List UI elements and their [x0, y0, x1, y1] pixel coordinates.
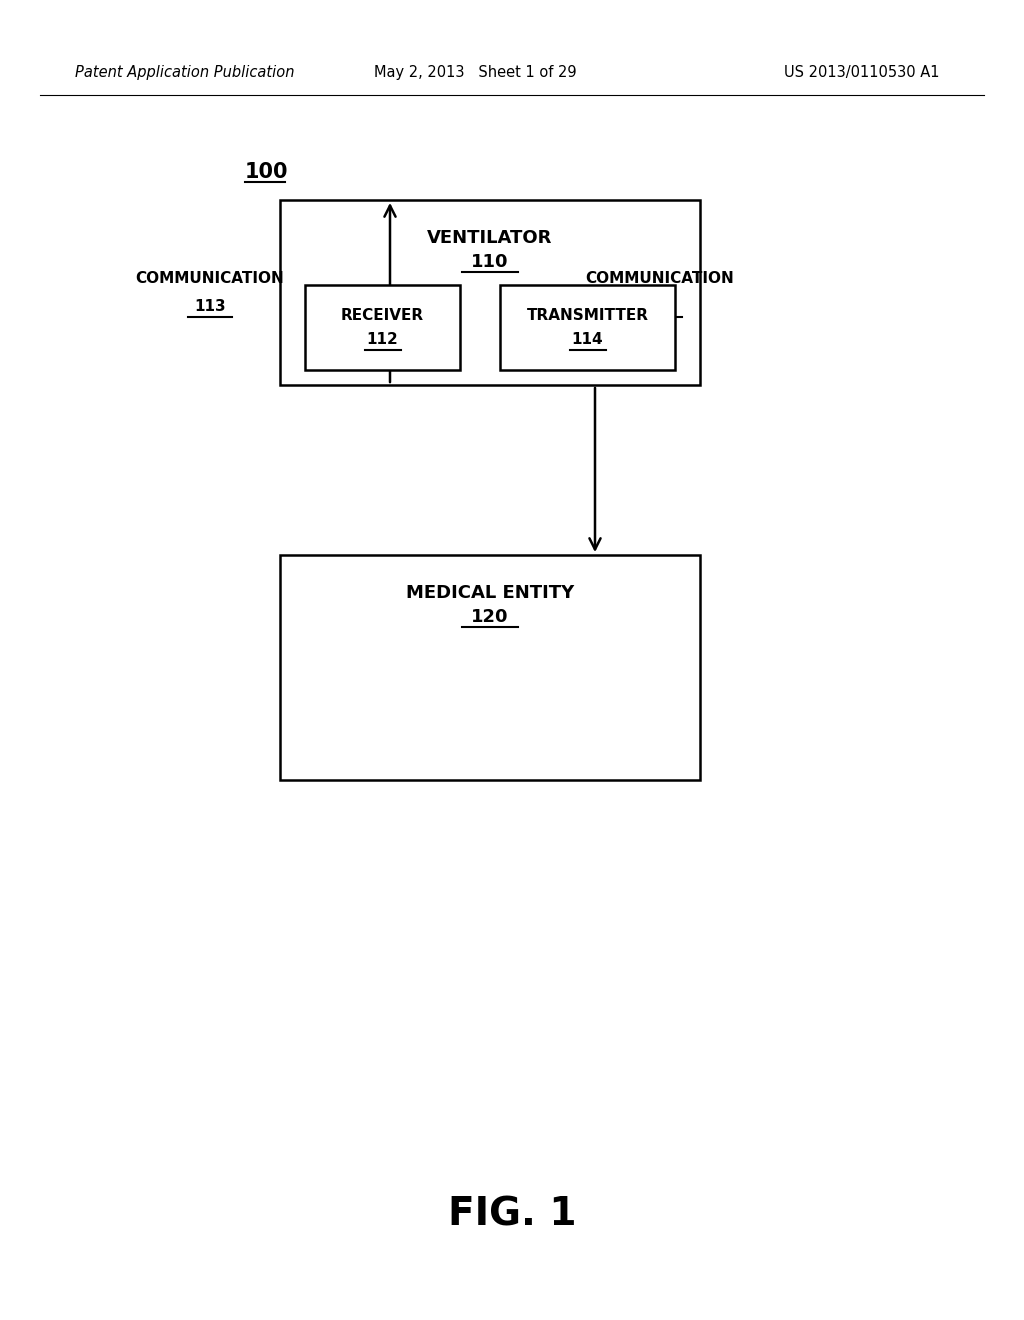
Bar — [280, 201, 700, 385]
Text: 120: 120 — [471, 609, 509, 626]
Text: VENTILATOR: VENTILATOR — [427, 228, 553, 247]
Text: MEDICAL ENTITY: MEDICAL ENTITY — [406, 583, 574, 602]
Text: 114: 114 — [571, 333, 603, 347]
Text: RECEIVER: RECEIVER — [341, 308, 424, 323]
Text: 110: 110 — [471, 253, 509, 271]
Text: May 2, 2013   Sheet 1 of 29: May 2, 2013 Sheet 1 of 29 — [374, 65, 577, 79]
Text: Patent Application Publication: Patent Application Publication — [75, 65, 295, 79]
Text: TRANSMITTER: TRANSMITTER — [526, 308, 648, 323]
Text: COMMUNICATION: COMMUNICATION — [135, 271, 285, 286]
Text: 100: 100 — [245, 162, 289, 182]
Text: 113: 113 — [195, 300, 226, 314]
Text: 115: 115 — [644, 300, 676, 314]
Text: US 2013/0110530 A1: US 2013/0110530 A1 — [784, 65, 940, 79]
Text: COMMUNICATION: COMMUNICATION — [586, 271, 734, 286]
Bar — [305, 285, 460, 370]
Text: FIG. 1: FIG. 1 — [447, 1196, 577, 1234]
Text: 112: 112 — [367, 333, 398, 347]
Bar — [280, 554, 700, 780]
Bar — [500, 285, 675, 370]
